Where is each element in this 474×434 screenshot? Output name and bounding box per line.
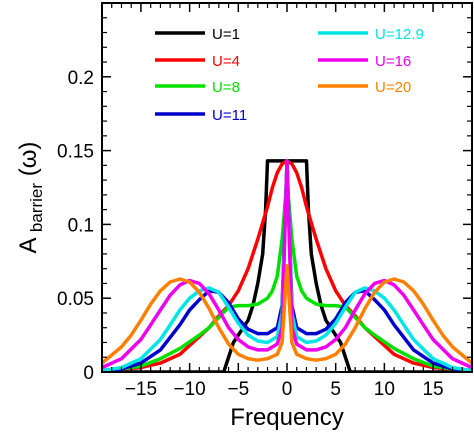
x-tick-label: 0 [282, 379, 293, 400]
data-series-group [102, 159, 472, 372]
legend-label: U=8 [212, 79, 240, 96]
x-tick-label: −15 [125, 379, 157, 400]
y-axis-title: A barrier (ω) [15, 142, 48, 254]
legend-label: U=4 [212, 53, 240, 70]
axis-ticks [101, 3, 473, 373]
series-line-6 [102, 159, 472, 370]
legend-label: U=12.9 [375, 26, 424, 43]
x-tick-label: −10 [174, 379, 206, 400]
series-line-7 [102, 263, 472, 365]
legend-label: U=20 [375, 79, 411, 96]
x-tick-label: 10 [374, 379, 395, 400]
y-tick-label: 0.05 [57, 289, 94, 310]
svg-text:A barrier (ω): A barrier (ω) [15, 142, 48, 254]
legend-label: U=16 [375, 53, 411, 70]
legend: U=1 U=4 U=8 U=11 U=12.9 U=16 U=20 [155, 26, 424, 124]
x-axis-title: Frequency [230, 404, 343, 431]
y-axis-title-subscript: barrier [27, 183, 46, 232]
legend-label: U=1 [212, 26, 240, 43]
axis-tick-labels: −15 −10 −5 0 5 10 15 0 0.05 0.1 0.15 0.2 [57, 68, 444, 400]
y-tick-label: 0 [83, 363, 94, 384]
y-tick-label: 0.15 [57, 142, 94, 163]
y-tick-label: 0.2 [68, 68, 94, 89]
x-tick-label: 15 [422, 379, 443, 400]
y-tick-label: 0.1 [68, 215, 94, 236]
y-axis-title-argument: (ω) [15, 142, 42, 177]
y-axis-title-main: A [15, 237, 42, 253]
x-tick-label: 5 [330, 379, 341, 400]
x-tick-label: −5 [227, 379, 249, 400]
legend-label: U=11 [212, 107, 247, 124]
